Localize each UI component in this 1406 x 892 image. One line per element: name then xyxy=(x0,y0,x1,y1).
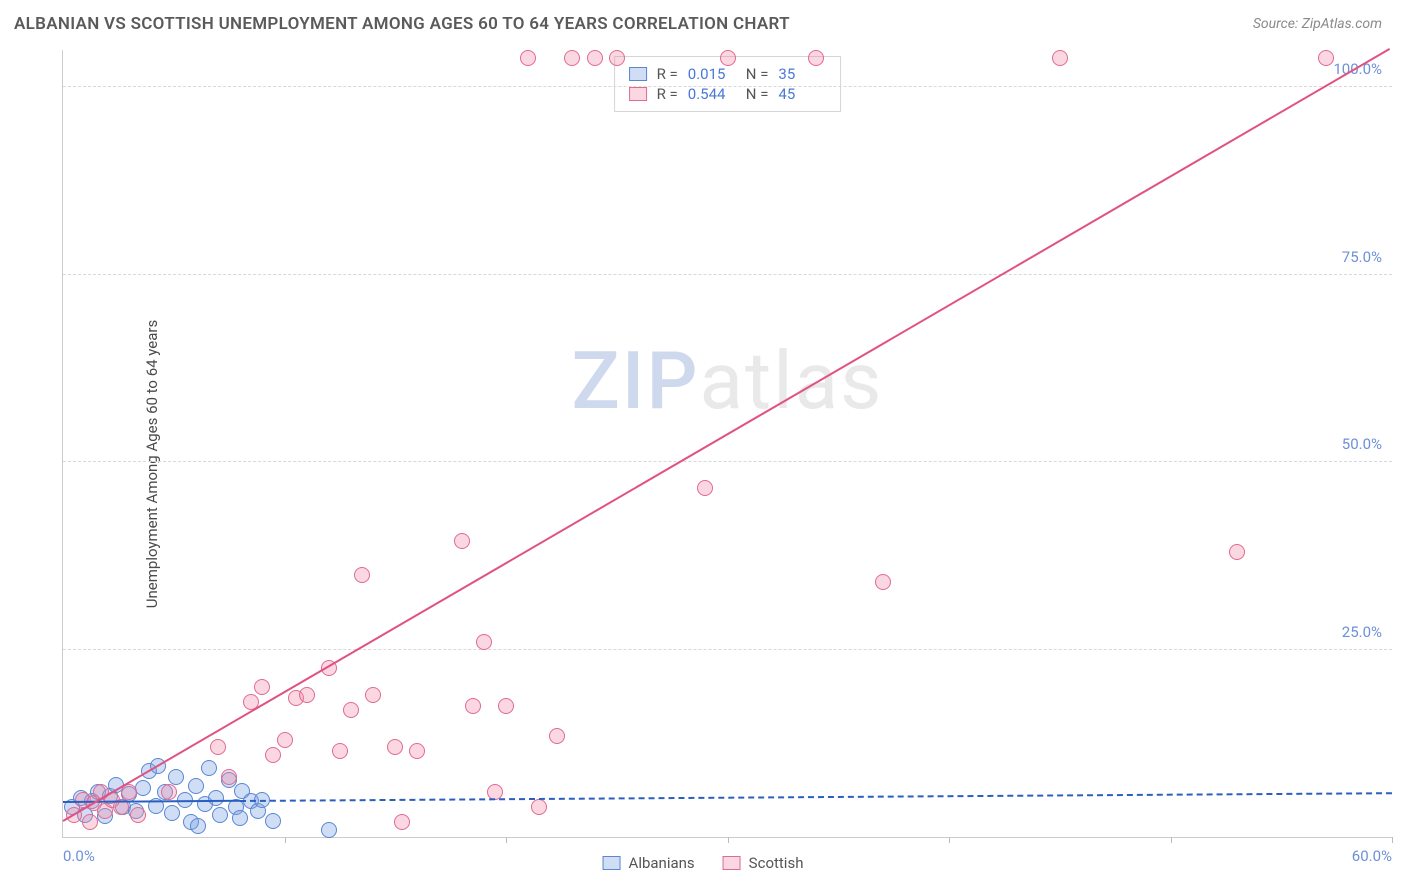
x-tick-label: 60.0% xyxy=(1352,847,1392,865)
data-point-scottish xyxy=(476,634,492,650)
legend-row: R = 0.015 N = 35 xyxy=(629,65,827,83)
series-legend-item: Scottish xyxy=(723,854,804,872)
data-point-albanians xyxy=(168,769,184,785)
data-point-albanians xyxy=(190,818,206,834)
data-point-scottish xyxy=(254,679,270,695)
trend-line xyxy=(240,792,1392,802)
data-point-scottish xyxy=(498,698,514,714)
data-point-albanians xyxy=(164,805,180,821)
legend-swatch xyxy=(629,87,647,101)
legend-swatch xyxy=(723,856,741,870)
x-tick xyxy=(949,837,950,843)
data-point-scottish xyxy=(465,698,481,714)
x-tick xyxy=(285,837,286,843)
chart-container: Unemployment Among Ages 60 to 64 years Z… xyxy=(14,50,1392,878)
data-point-albanians xyxy=(232,810,248,826)
data-point-scottish xyxy=(161,784,177,800)
data-point-scottish xyxy=(387,739,403,755)
x-tick xyxy=(506,837,507,843)
x-tick xyxy=(728,837,729,843)
data-point-albanians xyxy=(321,822,337,838)
series-legend-item: Albanians xyxy=(603,854,695,872)
data-point-scottish xyxy=(520,50,536,66)
data-point-scottish xyxy=(1052,50,1068,66)
data-point-scottish xyxy=(265,747,281,763)
legend-swatch xyxy=(603,856,621,870)
data-point-scottish xyxy=(394,814,410,830)
legend-n-value: 35 xyxy=(778,65,826,83)
data-point-scottish xyxy=(531,799,547,815)
data-point-scottish xyxy=(130,807,146,823)
data-point-albanians xyxy=(265,813,281,829)
legend-r-value: 0.544 xyxy=(688,85,736,103)
data-point-scottish xyxy=(454,533,470,549)
source-attribution: Source: ZipAtlas.com xyxy=(1253,16,1382,32)
data-point-scottish xyxy=(1229,544,1245,560)
series-label: Scottish xyxy=(749,854,804,872)
legend-n-label: N = xyxy=(746,85,769,103)
data-point-scottish xyxy=(221,769,237,785)
data-point-scottish xyxy=(332,743,348,759)
data-point-scottish xyxy=(587,50,603,66)
y-tick-label: 25.0% xyxy=(1342,623,1382,641)
gridline xyxy=(63,86,1392,87)
data-point-albanians xyxy=(212,807,228,823)
plot-area: ZIPatlas R = 0.015 N = 35 R = 0.544 N = 45 25.0… xyxy=(62,50,1392,838)
data-point-scottish xyxy=(609,50,625,66)
gridline xyxy=(63,649,1392,650)
data-point-albanians xyxy=(208,790,224,806)
data-point-albanians xyxy=(188,778,204,794)
data-point-scottish xyxy=(277,732,293,748)
legend-row: R = 0.544 N = 45 xyxy=(629,85,827,103)
series-legend: Albanians Scottish xyxy=(603,854,804,872)
legend-r-label: R = xyxy=(657,85,678,103)
x-tick-label: 0.0% xyxy=(63,847,95,865)
data-point-scottish xyxy=(409,743,425,759)
y-tick-label: 50.0% xyxy=(1342,435,1382,453)
data-point-scottish xyxy=(354,567,370,583)
data-point-scottish xyxy=(82,814,98,830)
chart-title: ALBANIAN VS SCOTTISH UNEMPLOYMENT AMONG … xyxy=(14,14,790,34)
data-point-scottish xyxy=(697,480,713,496)
y-tick-label: 75.0% xyxy=(1342,248,1382,266)
legend-r-label: R = xyxy=(657,65,678,83)
data-point-scottish xyxy=(299,687,315,703)
data-point-scottish xyxy=(210,739,226,755)
data-point-scottish xyxy=(343,702,359,718)
data-point-scottish xyxy=(808,50,824,66)
gridline xyxy=(63,274,1392,275)
data-point-scottish xyxy=(720,50,736,66)
legend-swatch xyxy=(629,67,647,81)
watermark-part2: atlas xyxy=(700,334,884,428)
watermark: ZIPatlas xyxy=(572,334,884,428)
watermark-part1: ZIP xyxy=(572,334,700,428)
data-point-scottish xyxy=(1318,50,1334,66)
legend-r-value: 0.015 xyxy=(688,65,736,83)
gridline xyxy=(63,461,1392,462)
legend-n-value: 45 xyxy=(778,85,826,103)
data-point-scottish xyxy=(365,687,381,703)
series-label: Albanians xyxy=(629,854,695,872)
x-tick xyxy=(1392,837,1393,843)
data-point-scottish xyxy=(875,574,891,590)
data-point-albanians xyxy=(201,760,217,776)
trend-line xyxy=(62,48,1389,822)
data-point-scottish xyxy=(564,50,580,66)
data-point-scottish xyxy=(549,728,565,744)
legend-n-label: N = xyxy=(746,65,769,83)
x-tick xyxy=(1171,837,1172,843)
